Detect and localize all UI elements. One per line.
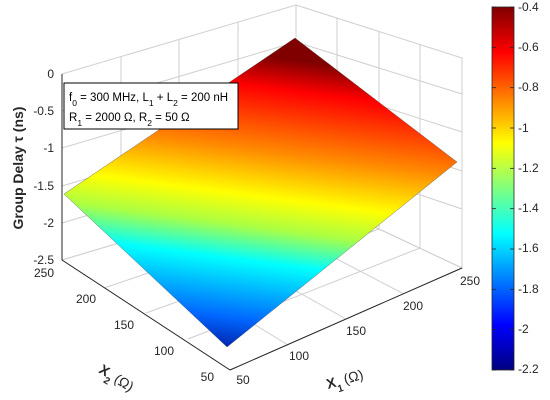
x2-tick-100: 100 [154,344,174,358]
axis-lines [61,74,463,371]
annotation-line-2: R1 = 2000 Ω, R2 = 50 Ω [69,112,190,128]
x2-tick-150: 150 [114,318,134,332]
colorbar-tick-9: -2.2 [518,362,539,376]
z-tick-5: -2.5 [33,253,54,267]
colorbar-tick-4: -1.2 [518,161,539,175]
x2-axis-label: X2(Ω) [93,361,136,399]
colorbar-tick-1: -0.6 [518,40,539,54]
colorbar-ticks [492,6,514,371]
colorbar: -0.4 -0.6 -0.8 -1 -1.2 -1.4 -1.6 -1.8 -2… [491,0,539,376]
annotation-line-1: f0 = 300 MHz, L1 + L2 = 200 nH [69,92,228,108]
x2-axis-ticks: 250 200 150 100 50 [34,266,214,384]
x2-tick-200: 200 [76,292,96,306]
colorbar-tick-2: -0.8 [518,80,539,94]
x1-tick-200: 200 [403,299,423,313]
x2-tick-250: 250 [34,266,54,280]
z-axis-ticks: 0 -0.5 -1 -1.5 -2 -2.5 [33,67,54,267]
z-tick-2: -1 [43,141,54,155]
x1-tick-150: 150 [346,324,366,338]
x1-axis-ticks: 50 100 150 200 250 [236,274,480,387]
colorbar-tick-3: -1 [518,121,529,135]
z-tick-4: -2 [43,216,54,230]
z-tick-0: 0 [47,67,54,81]
z-tick-1: -0.5 [33,104,54,118]
z-tick-3: -1.5 [33,179,54,193]
colorbar-tick-6: -1.6 [518,241,539,255]
colorbar-gradient [491,6,515,371]
colorbar-tick-0: -0.4 [518,0,539,14]
annotation-box: f0 = 300 MHz, L1 + L2 = 200 nH R1 = 2000… [63,82,239,130]
colorbar-tick-8: -2 [518,322,529,336]
x1-tick-250: 250 [460,274,480,288]
x1-tick-100: 100 [289,349,309,363]
x1-axis-label: X1(Ω) [324,366,366,397]
x2-tick-50: 50 [201,370,215,384]
x1-tick-50: 50 [236,373,250,387]
z-axis-label: Group Delay τ (ns) [10,107,26,230]
colorbar-tick-5: -1.4 [518,201,539,215]
colorbar-tick-7: -1.8 [518,282,539,296]
